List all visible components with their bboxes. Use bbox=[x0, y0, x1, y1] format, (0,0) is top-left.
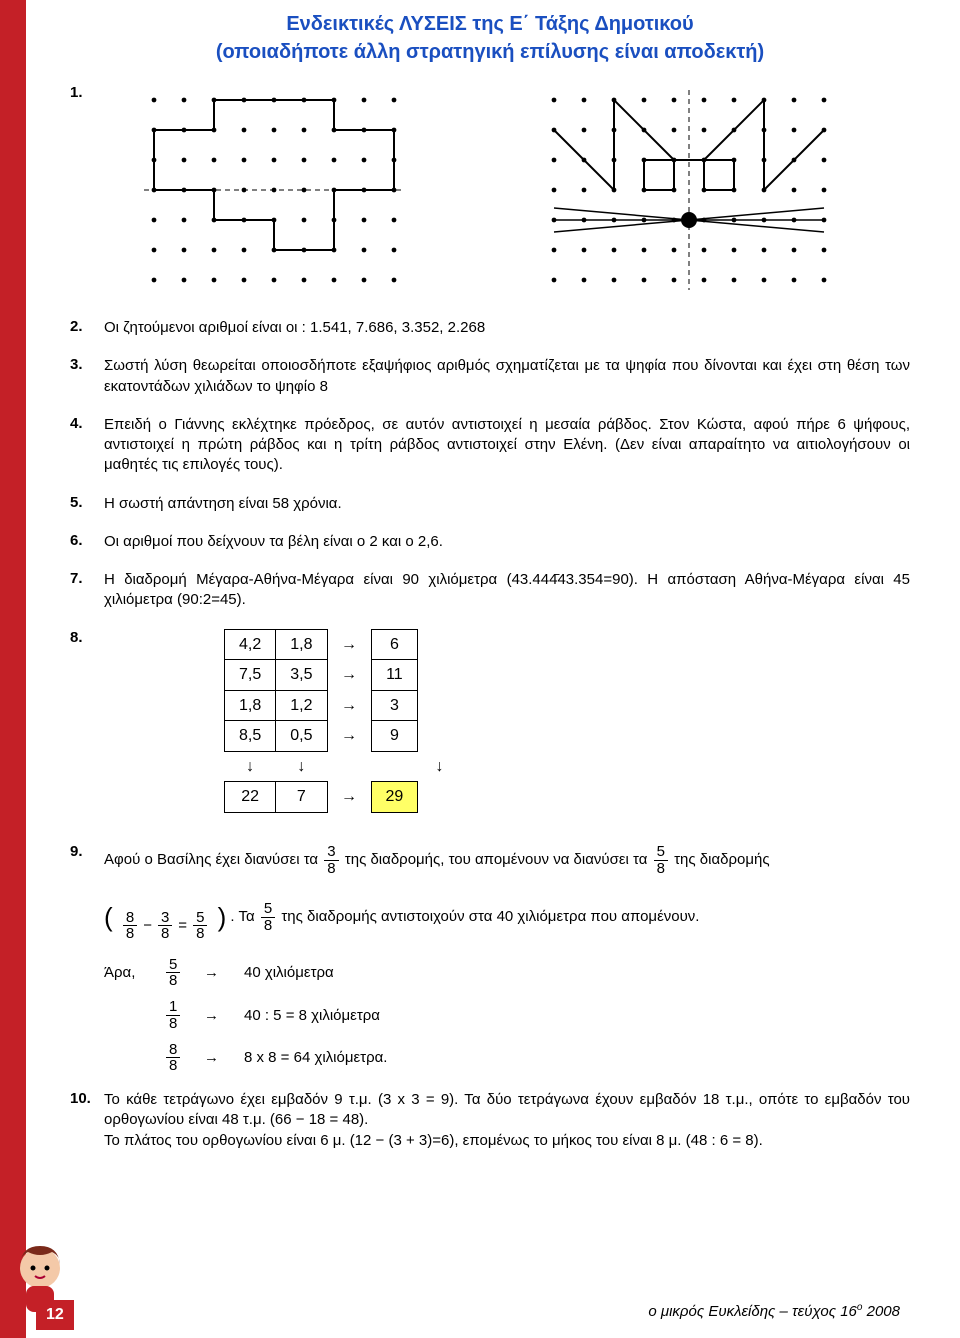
page-content: Ενδεικτικές ΛΥΣΕΙΣ της Ε΄ Τάξης Δημοτικο… bbox=[70, 10, 910, 1151]
question-1: 1. bbox=[70, 84, 910, 300]
side-stripe bbox=[0, 0, 26, 1338]
q9-after-paren: . Τα bbox=[230, 909, 254, 926]
close-paren: ) bbox=[218, 886, 227, 948]
q-num: 4. bbox=[70, 415, 104, 432]
q-body: Επειδή ο Γιάννης εκλέχτηκε πρόεδρος, σε … bbox=[104, 415, 910, 476]
title-line-2: (οποιαδήποτε άλλη στρατηγική επίλυσης εί… bbox=[70, 38, 910, 66]
q-body: Το κάθε τετράγωνο έχει εμβαδόν 9 τ.μ. (3… bbox=[104, 1090, 910, 1151]
question-3: 3. Σωστή λύση θεωρείται οποιοσδήποτε εξα… bbox=[70, 356, 910, 397]
footer: ο μικρός Ευκλείδης – τεύχος 16ο 2008 bbox=[648, 1302, 900, 1320]
page-title: Ενδεικτικές ΛΥΣΕΙΣ της Ε΄ Τάξης Δημοτικο… bbox=[70, 10, 910, 66]
q9-math-row: ( 88 − 38 = 58 ) . Τα 58 της διαδρομής α… bbox=[104, 886, 910, 948]
dot-figures bbox=[144, 90, 910, 300]
fraction: 58 bbox=[261, 901, 275, 934]
fraction: 38 bbox=[324, 844, 338, 877]
q-body: Η σωστή απάντηση είναι 58 χρόνια. bbox=[104, 494, 910, 514]
title-line-1: Ενδεικτικές ΛΥΣΕΙΣ της Ε΄ Τάξης Δημοτικο… bbox=[70, 10, 910, 38]
q-num: 7. bbox=[70, 570, 104, 587]
q-num: 5. bbox=[70, 494, 104, 511]
q-body: Αφού ο Βασίλης έχει διανύσει τα 38 της δ… bbox=[104, 843, 910, 876]
figure-2-cat bbox=[544, 90, 844, 300]
q-body: Οι ζητούμενοι αριθμοί είναι οι : 1.541, … bbox=[104, 318, 910, 338]
q-body: Σωστή λύση θεωρείται οποιοσδήποτε εξαψήφ… bbox=[104, 356, 910, 397]
question-8: 8. 4,21,8→67,53,5→111,81,2→38,50,5→9↓↓↓2… bbox=[70, 629, 910, 814]
q-num: 6. bbox=[70, 532, 104, 549]
q-num: 10. bbox=[70, 1090, 104, 1107]
q9-after-paren-2: της διαδρομής αντιστοιχούν στα 40 χιλιόμ… bbox=[281, 909, 699, 926]
question-10: 10. Το κάθε τετράγωνο έχει εμβαδόν 9 τ.μ… bbox=[70, 1090, 910, 1151]
question-7: 7. Η διαδρομή Μέγαρα-Αθήνα-Μέγαρα είναι … bbox=[70, 570, 910, 611]
q-num: 2. bbox=[70, 318, 104, 335]
q9-mid1: της διαδρομής, του απομένουν να διανύσει… bbox=[345, 851, 648, 868]
q-num: 1. bbox=[70, 84, 104, 101]
q-num: 8. bbox=[70, 629, 104, 646]
q-body: Οι αριθμοί που δείχνουν τα βέλη είναι ο … bbox=[104, 532, 910, 552]
page-number: 12 bbox=[36, 1300, 74, 1330]
q-body: Η διαδρομή Μέγαρα-Αθήνα-Μέγαρα είναι 90 … bbox=[104, 570, 910, 611]
question-6: 6. Οι αριθμοί που δείχνουν τα βέλη είναι… bbox=[70, 532, 910, 552]
figure-1-cross bbox=[144, 90, 424, 300]
q9-mid2: της διαδρομής bbox=[674, 851, 769, 868]
question-2: 2. Οι ζητούμενοι αριθμοί είναι οι : 1.54… bbox=[70, 318, 910, 338]
q-num: 9. bbox=[70, 843, 104, 860]
question-5: 5. Η σωστή απάντηση είναι 58 χρόνια. bbox=[70, 494, 910, 514]
calc-table: 4,21,8→67,53,5→111,81,2→38,50,5→9↓↓↓227→… bbox=[224, 629, 462, 814]
fraction: 58 bbox=[654, 844, 668, 877]
q-num: 3. bbox=[70, 356, 104, 373]
question-4: 4. Επειδή ο Γιάννης εκλέχτηκε πρόεδρος, … bbox=[70, 415, 910, 476]
q9-ara-grid: Άρα,58→40 χιλιόμετρα18→40 : 5 = 8 χιλιόμ… bbox=[104, 957, 910, 1075]
open-paren: ( bbox=[104, 886, 113, 948]
question-9: 9. Αφού ο Βασίλης έχει διανύσει τα 38 τη… bbox=[70, 843, 910, 876]
q9-pre: Αφού ο Βασίλης έχει διανύσει τα bbox=[104, 851, 318, 868]
